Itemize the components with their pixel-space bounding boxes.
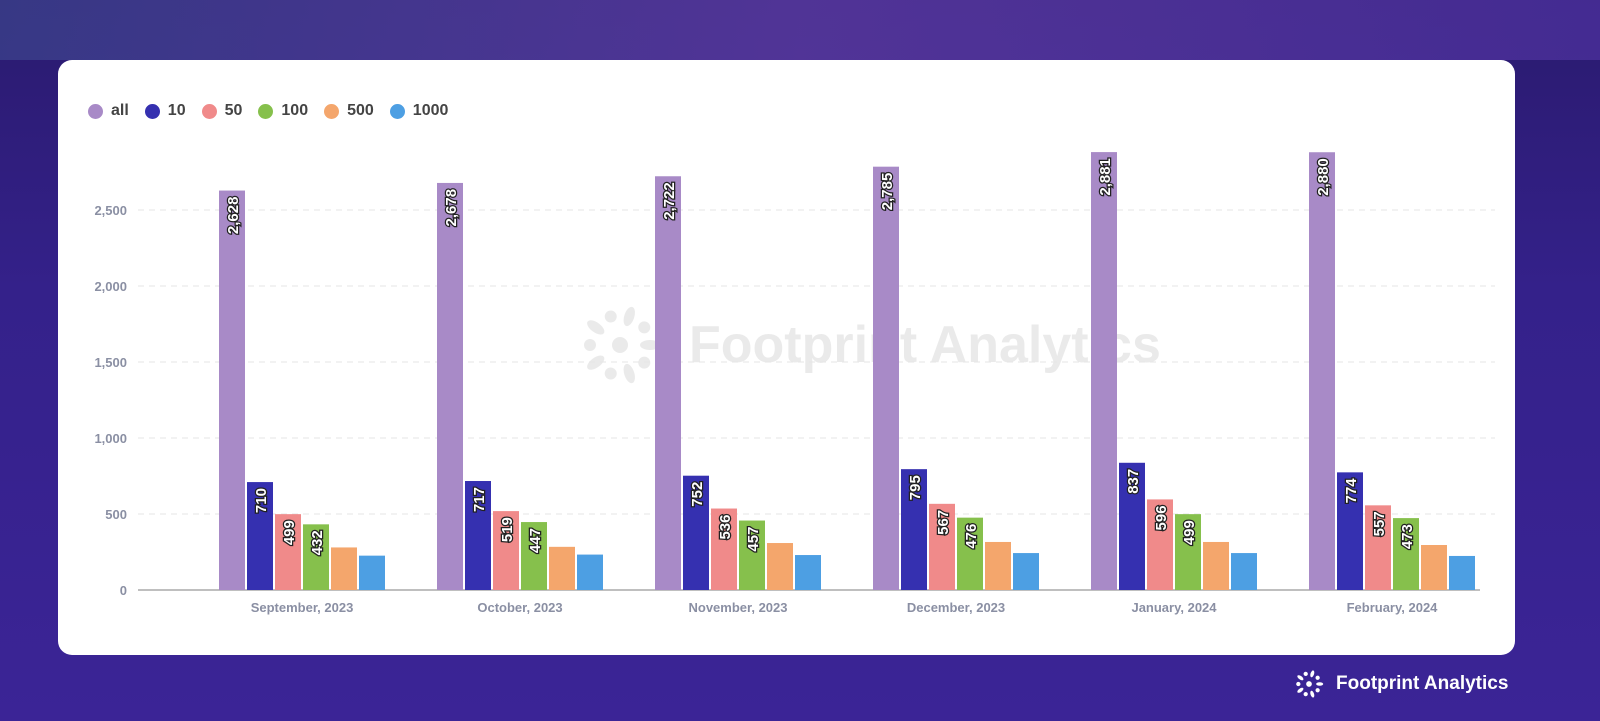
data-label: 457 — [745, 527, 762, 552]
bar-50[interactable] — [275, 514, 301, 590]
bar-all[interactable] — [1091, 152, 1117, 590]
footprint-logo-icon — [584, 306, 660, 384]
data-label: 2,881 — [1097, 158, 1114, 196]
brand-text: Footprint Analytics — [1336, 673, 1509, 694]
data-label: 2,785 — [879, 173, 896, 211]
legend-label: 10 — [167, 102, 186, 119]
data-label: 2,722 — [661, 182, 678, 220]
data-label: 710 — [253, 488, 270, 513]
bar-all[interactable] — [219, 190, 245, 590]
bar-100[interactable] — [521, 522, 547, 590]
bar-500[interactable] — [767, 543, 793, 590]
legend-item-all[interactable]: all — [88, 102, 129, 120]
x-tick-label: November, 2023 — [688, 600, 787, 615]
legend-swatch — [144, 103, 160, 119]
data-label: 752 — [689, 482, 706, 507]
data-label: 499 — [281, 520, 298, 545]
bar-1000[interactable] — [1449, 555, 1475, 590]
data-label: 447 — [527, 528, 544, 553]
legend-item-100[interactable]: 100 — [258, 102, 308, 120]
bar-all[interactable] — [655, 176, 681, 591]
bar-100[interactable] — [1175, 514, 1201, 590]
bar-10[interactable] — [1119, 462, 1145, 590]
bar-10[interactable] — [683, 475, 709, 590]
legend-swatch — [88, 103, 103, 119]
data-label: 476 — [963, 524, 980, 549]
legend-swatch — [201, 103, 217, 119]
data-label: 717 — [471, 487, 488, 512]
legend-label: 50 — [224, 102, 243, 119]
brand-logo: Footprint Analytics — [1290, 668, 1508, 700]
x-tick-label: December, 2023 — [907, 600, 1005, 615]
bar-500[interactable] — [1421, 545, 1447, 590]
bar-50[interactable] — [493, 511, 519, 590]
legend-swatch — [258, 103, 274, 119]
data-label: 567 — [935, 510, 952, 535]
bar-1000[interactable] — [1231, 553, 1257, 590]
y-tick-label: 1,500 — [94, 355, 127, 370]
bar-all[interactable] — [873, 166, 899, 590]
x-tick-label: January, 2024 — [1131, 600, 1217, 615]
bar-1000[interactable] — [795, 555, 821, 590]
legend-label: 500 — [347, 102, 374, 119]
y-tick-label: 500 — [105, 507, 127, 522]
legend-item-50[interactable]: 50 — [201, 102, 243, 120]
data-label: 557 — [1371, 511, 1388, 536]
footprint-logo-icon — [1296, 670, 1324, 698]
bar-50[interactable] — [1365, 505, 1391, 590]
x-tick-label: October, 2023 — [477, 600, 562, 615]
bar-10[interactable] — [901, 469, 927, 590]
bar-500[interactable] — [331, 547, 357, 590]
data-label: 2,678 — [443, 189, 460, 227]
x-tick-label: February, 2024 — [1347, 600, 1439, 615]
data-label: 519 — [499, 517, 516, 542]
legend-item-1000[interactable]: 1000 — [389, 102, 449, 120]
legend-label: 1000 — [412, 102, 449, 119]
bar-50[interactable] — [1147, 499, 1173, 590]
bar-50[interactable] — [929, 503, 955, 590]
bar-1000[interactable] — [359, 555, 385, 590]
watermark-text: Footprint Analytics — [689, 316, 1161, 374]
legend-swatch — [324, 103, 340, 119]
bar-500[interactable] — [1203, 541, 1229, 590]
legend-label: all — [111, 102, 129, 119]
bar-1000[interactable] — [577, 554, 603, 590]
bar-100[interactable] — [957, 517, 983, 590]
data-label: 499 — [1181, 520, 1198, 545]
data-label: 432 — [309, 530, 326, 555]
bar-500[interactable] — [985, 541, 1011, 590]
bar-1000[interactable] — [1013, 553, 1039, 590]
data-label: 795 — [907, 475, 924, 500]
bar-100[interactable] — [303, 524, 329, 590]
bar-all[interactable] — [1309, 152, 1335, 591]
bar-all[interactable] — [437, 182, 463, 590]
bar-500[interactable] — [549, 546, 575, 590]
legend-swatch — [389, 103, 405, 119]
x-tick-label: September, 2023 — [251, 600, 354, 615]
y-tick-label: 0 — [120, 583, 127, 598]
bar-10[interactable] — [1337, 472, 1363, 590]
data-label: 837 — [1125, 469, 1142, 494]
data-label: 473 — [1399, 524, 1416, 549]
legend-label: 100 — [281, 102, 309, 119]
bar-50[interactable] — [711, 508, 737, 590]
legend-item-500[interactable]: 500 — [324, 102, 374, 120]
bar-10[interactable] — [465, 481, 491, 590]
bar-100[interactable] — [739, 520, 765, 590]
watermark: Footprint Analytics — [565, 300, 1161, 390]
data-label: 536 — [717, 515, 734, 540]
y-tick-label: 2,500 — [94, 203, 127, 218]
y-tick-label: 2,000 — [94, 279, 127, 294]
data-label: 596 — [1153, 505, 1170, 530]
bar-100[interactable] — [1393, 518, 1419, 590]
background-banner — [0, 0, 1600, 60]
data-label: 774 — [1343, 478, 1360, 504]
data-label: 2,628 — [225, 197, 242, 235]
data-label: 2,880 — [1315, 158, 1332, 196]
y-tick-label: 1,000 — [94, 431, 127, 446]
legend-item-10[interactable]: 10 — [144, 102, 186, 120]
legend: all 10 50 100 500 1000 — [88, 102, 448, 120]
bar-10[interactable] — [247, 482, 273, 590]
